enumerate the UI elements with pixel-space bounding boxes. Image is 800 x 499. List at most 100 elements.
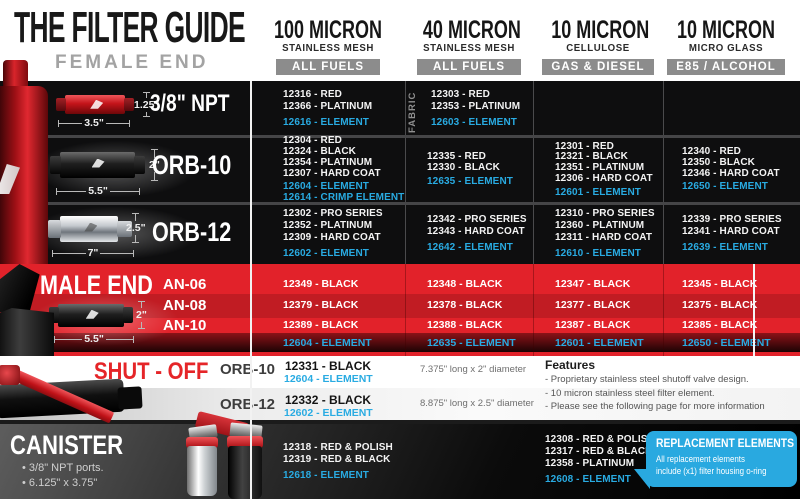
an-size-label: AN-10 bbox=[163, 317, 207, 334]
fitting-label: ORB-12 bbox=[220, 396, 276, 413]
part-number: 12330 - BLACK bbox=[427, 162, 500, 174]
part-cell: 12388 - BLACK bbox=[427, 319, 503, 331]
part-number: 12339 - PRO SERIES bbox=[682, 214, 782, 225]
element-cell: 12601 - ELEMENT bbox=[555, 337, 644, 349]
element-cell: 12604 - ELEMENT bbox=[283, 337, 372, 349]
dimension-marker: 2.5" bbox=[124, 213, 148, 243]
section-divider bbox=[0, 420, 800, 424]
column-header-40-micron: 40 MICRON STAINLESS MESH ALL FUELS bbox=[405, 18, 533, 75]
replacement-elements-callout: REPLACEMENT ELEMENTS All replacement ele… bbox=[634, 431, 797, 489]
part-number: 12366 - PLATINUM bbox=[283, 100, 373, 112]
part-number: 12341 - HARD COAT bbox=[682, 226, 780, 237]
part-number: 12309 - HARD COAT bbox=[283, 232, 381, 243]
shutoff-part: 12332 - BLACK bbox=[285, 393, 372, 407]
fitting-label: ORB-10 bbox=[220, 361, 276, 378]
dimension-height: 2" bbox=[136, 309, 147, 321]
page-subtitle: FEMALE END bbox=[55, 52, 209, 73]
part-number: 12319 - RED & BLACK bbox=[283, 454, 391, 465]
feature-item: - Proprietary stainless steel shutoff va… bbox=[545, 374, 749, 385]
filter-illustration-black bbox=[50, 152, 145, 178]
row-label: 3/8" NPT bbox=[150, 90, 230, 117]
part-number: 12316 - RED bbox=[283, 88, 342, 100]
table-cell bbox=[533, 81, 663, 136]
media-label: CELLULOSE bbox=[566, 42, 630, 54]
part-number: 12635 - ELEMENT bbox=[427, 175, 513, 187]
table-cell: 12339 - PRO SERIES 12341 - HARD COAT 12639… bbox=[663, 204, 800, 264]
fuel-badge: ALL FUELS bbox=[276, 59, 380, 75]
callout-body-line: include (x1) filter housing o-ring bbox=[656, 465, 767, 476]
part-number: 12302 - PRO SERIES bbox=[283, 208, 383, 219]
filter-illustration-red bbox=[56, 95, 134, 114]
dimension-width: 7" bbox=[87, 247, 99, 259]
table-cell: 12318 - RED & POLISH 12319 - RED & BLACK 1… bbox=[251, 434, 405, 490]
column-header-10-micron-microglass: 10 MICRON MICRO GLASS E85 / ALCOHOL bbox=[656, 18, 796, 75]
part-number: 12639 - ELEMENT bbox=[682, 242, 768, 253]
part-number: 12324 - BLACK bbox=[283, 145, 356, 157]
an-size-label: AN-06 bbox=[163, 276, 207, 293]
table-cell: 12340 - RED 12350 - BLACK 12346 - HARD COA… bbox=[663, 136, 800, 204]
part-number: 12650 - ELEMENT bbox=[682, 181, 768, 193]
fuel-badge: ALL FUELS bbox=[417, 59, 521, 75]
table-cell: 12335 - RED 12330 - BLACK 12635 - ELEMENT bbox=[405, 136, 533, 204]
part-cell: 12389 - BLACK bbox=[283, 319, 359, 331]
row-divider bbox=[46, 135, 800, 138]
part-number: 12311 - HARD COAT bbox=[555, 232, 653, 243]
size-note: 8.875" long x 2.5" diameter bbox=[420, 398, 534, 409]
part-cell: 12378 - BLACK bbox=[427, 299, 503, 311]
part-number: 12303 - RED bbox=[431, 88, 490, 100]
features-list: - Proprietary stainless steel shutoff va… bbox=[545, 373, 765, 414]
column-divider bbox=[533, 264, 534, 356]
part-number: 12308 - RED & POLISH bbox=[545, 434, 655, 445]
part-number: 12354 - PLATINUM bbox=[283, 156, 373, 168]
media-label: STAINLESS MESH bbox=[423, 42, 515, 54]
part-cell: 12375 - BLACK bbox=[682, 299, 758, 311]
an-fitting-photo bbox=[0, 264, 60, 356]
row-divider bbox=[46, 202, 800, 205]
row-label: ORB-10 bbox=[152, 150, 232, 180]
shutoff-part: 12331 - BLACK bbox=[285, 359, 372, 373]
canister-title: CANISTER bbox=[10, 430, 124, 460]
canister-photo-chrome bbox=[183, 424, 223, 499]
row-stripe bbox=[0, 333, 800, 352]
table-cell: 12316 - RED 12366 - PLATINUM 12616 - ELEME… bbox=[251, 81, 405, 136]
part-cell: 12345 - BLACK bbox=[682, 278, 758, 290]
feature-item: - Please see the following page for more… bbox=[545, 401, 765, 412]
size-note: 7.375" long x 2" diameter bbox=[420, 364, 527, 375]
part-number: 12351 - PLATINUM bbox=[555, 162, 645, 174]
callout-body-line: All replacement elements bbox=[656, 454, 745, 464]
shutoff-element: 12602 - ELEMENT bbox=[284, 407, 373, 419]
page-title: THE FILTER GUIDE bbox=[14, 4, 246, 52]
part-number: 12306 - HARD COAT bbox=[555, 172, 653, 184]
part-number: 12301 - RED bbox=[555, 140, 614, 152]
canister-bullet: • 3/8" NPT ports. bbox=[22, 462, 104, 474]
features-title: Features bbox=[545, 358, 596, 372]
part-cell: 12385 - BLACK bbox=[682, 319, 758, 331]
part-number: 12318 - RED & POLISH bbox=[283, 442, 393, 453]
part-number: 12603 - ELEMENT bbox=[431, 116, 517, 128]
table-cell: 12342 - PRO SERIES 12343 - HARD COAT 12642… bbox=[405, 204, 533, 264]
shutoff-valve-photo bbox=[0, 356, 156, 424]
part-cell: 12347 - BLACK bbox=[555, 278, 631, 290]
part-number: 12310 - PRO SERIES bbox=[555, 208, 655, 219]
column-divider bbox=[533, 81, 534, 264]
part-number: 12321 - BLACK bbox=[555, 151, 628, 163]
element-cell: 12635 - ELEMENT bbox=[427, 337, 516, 349]
column-divider bbox=[405, 264, 406, 356]
dimension-width: 5.5" bbox=[88, 185, 108, 197]
shut-off-section: SHUT - OFF ORB-10 12331 - BLACK 12604 - … bbox=[0, 356, 800, 424]
filter-illustration-chrome bbox=[48, 216, 132, 242]
column-divider bbox=[663, 264, 664, 356]
canister-bullet: • 6.125" x 3.75" bbox=[22, 477, 98, 489]
part-number: 12358 - PLATINUM bbox=[545, 458, 635, 469]
part-number: 12340 - RED bbox=[682, 145, 741, 157]
dimension-marker: 2" bbox=[134, 301, 149, 329]
red-filter-photo bbox=[0, 60, 48, 264]
part-number: 12352 - PLATINUM bbox=[283, 220, 373, 231]
part-number: 12317 - RED & BLACK bbox=[545, 446, 653, 457]
part-number: 12608 - ELEMENT bbox=[545, 474, 631, 485]
media-label: STAINLESS MESH bbox=[282, 42, 374, 54]
fuel-badge: GAS & DIESEL bbox=[542, 59, 654, 75]
canister-section: CANISTER • 3/8" NPT ports. • 6.125" x 3.… bbox=[0, 410, 800, 499]
column-header-10-micron-cellulose: 10 MICRON CELLULOSE GAS & DIESEL bbox=[533, 18, 663, 75]
